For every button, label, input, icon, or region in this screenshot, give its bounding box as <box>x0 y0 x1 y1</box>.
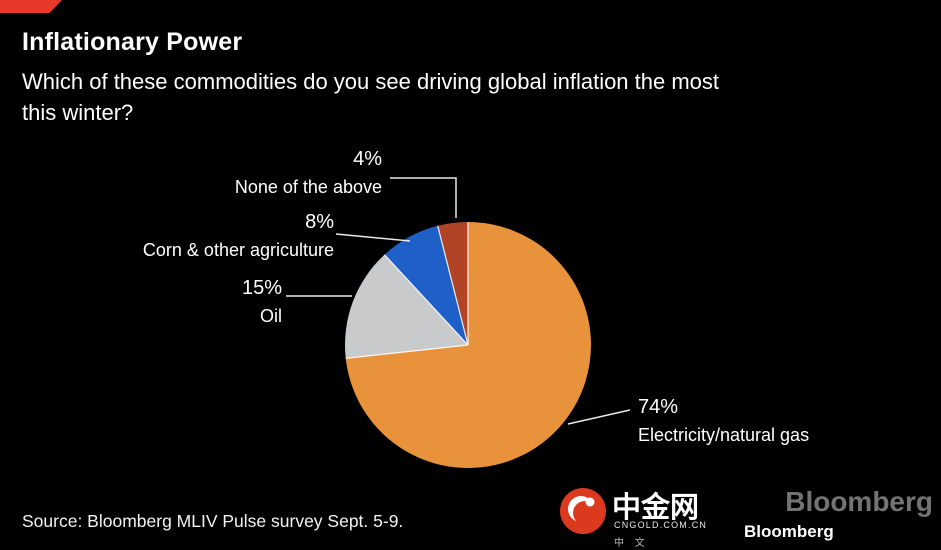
leader-lines <box>286 177 631 425</box>
callout-label-oil: Oil <box>260 306 282 326</box>
watermark: Bloomberg 中金网 CNGOLD.COM.CN 中 文 Bloomber… <box>548 478 933 549</box>
callout-label-corn: Corn & other agriculture <box>142 240 334 260</box>
bloomberg-wordmark-white: Bloomberg <box>744 522 834 541</box>
bloomberg-wordmark-gray: Bloomberg <box>785 486 933 517</box>
pie-separators <box>345 222 469 359</box>
callout-corn: 8% Corn & other agriculture <box>143 212 334 259</box>
callout-label-electricity: Electricity/natural gas <box>638 425 810 445</box>
callout-pct-none-of-the-above: 4% <box>353 148 382 170</box>
callout-pct-electricity: 74% <box>638 396 679 418</box>
chart-title: Inflationary Power <box>22 28 243 56</box>
source-note: Source: Bloomberg MLIV Pulse survey Sept… <box>22 511 404 531</box>
callout-oil: 15% Oil <box>242 278 282 325</box>
chart-subtitle-line-1: Which of these commodities do you see dr… <box>22 69 720 94</box>
watermark-site-name: 中金网 <box>612 492 700 524</box>
callout-label-none-of-the-above: None of the above <box>234 177 382 197</box>
callout-none-of-the-above: 4% None of the above <box>235 149 382 196</box>
leader-line-electricity <box>567 409 631 425</box>
chart-subtitle-line-2: this winter? <box>22 100 134 125</box>
leader-line-none-of-the-above <box>390 177 457 218</box>
pie-separator-1 <box>345 344 469 359</box>
leader-line-corn <box>335 233 411 242</box>
chart-header: Inflationary Power Which of these commod… <box>22 28 719 128</box>
pie-separator-3 <box>437 225 469 346</box>
chart-subtitle: Which of these commodities do you see dr… <box>22 66 719 128</box>
corner-ribbon <box>0 0 62 13</box>
watermark-tagline: 中 文 <box>614 538 649 549</box>
callout-pct-corn: 8% <box>305 211 334 233</box>
pie-separator-2 <box>384 254 469 346</box>
pie-slice-1 <box>345 254 468 359</box>
watermark-site-domain: CNGOLD.COM.CN <box>614 520 708 530</box>
callout-electricity: 74% Electricity/natural gas <box>638 397 809 444</box>
cngold-logo-icon <box>560 488 606 534</box>
callout-pct-oil: 15% <box>241 277 282 299</box>
pie-slice-2 <box>384 225 468 345</box>
